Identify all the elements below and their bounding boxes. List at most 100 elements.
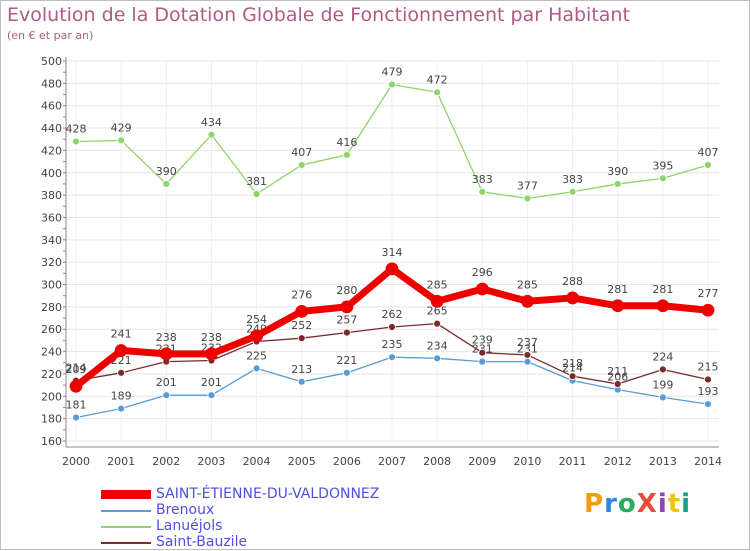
x-tick-label: 2013: [649, 455, 677, 468]
data-point: [297, 334, 306, 343]
data-label: 189: [111, 390, 132, 403]
legend-label: Saint-Bauzile: [156, 534, 248, 550]
data-label: 254: [246, 313, 267, 326]
data-point: [252, 364, 261, 373]
x-tick-label: 2001: [107, 455, 135, 468]
y-tick-label: 320: [41, 256, 62, 269]
logo-letter: i: [657, 489, 668, 519]
x-tick-label: 2011: [559, 455, 587, 468]
data-label: 314: [382, 246, 403, 259]
data-point: [613, 380, 622, 388]
x-tick-label: 2014: [694, 455, 722, 468]
data-label: 265: [427, 305, 448, 318]
data-point: [388, 323, 396, 331]
y-tick-label: 420: [41, 144, 62, 157]
data-point: [523, 194, 532, 203]
data-label: 281: [607, 283, 628, 296]
y-tick-label: 160: [41, 435, 62, 448]
x-tick-label: 2009: [468, 455, 496, 468]
data-point: [611, 299, 625, 313]
data-label: 377: [517, 179, 538, 192]
data-label: 206: [607, 371, 628, 384]
data-label: 416: [336, 136, 357, 149]
data-point: [704, 400, 712, 409]
data-label: 276: [291, 288, 312, 301]
data-label: 262: [382, 308, 403, 321]
logo-letter: P: [584, 489, 605, 519]
proxiti-logo: ProXiti: [584, 489, 691, 519]
data-point: [704, 375, 712, 384]
legend-label: Lanuéjols: [156, 518, 223, 534]
data-label: 181: [66, 399, 87, 412]
data-label: 239: [472, 334, 493, 347]
chart-subtitle: (en € et par an): [7, 29, 94, 42]
logo-letter: X: [636, 489, 658, 519]
data-point: [701, 303, 715, 317]
data-point: [117, 368, 126, 377]
data-point: [478, 357, 487, 366]
y-tick-label: 340: [41, 234, 62, 247]
data-point: [117, 136, 126, 145]
x-tick-label: 2010: [513, 455, 541, 468]
data-point: [433, 319, 442, 328]
data-point: [297, 377, 306, 386]
data-label: 479: [382, 65, 403, 78]
data-point: [207, 130, 216, 139]
legend-swatch: [101, 490, 151, 499]
data-point: [658, 174, 667, 183]
data-point: [207, 391, 216, 400]
data-point: [656, 299, 670, 313]
data-label: 296: [472, 266, 493, 279]
y-tick-label: 240: [41, 346, 62, 359]
x-tick-label: 2006: [333, 455, 361, 468]
data-point: [69, 379, 83, 393]
y-tick-label: 380: [41, 189, 62, 202]
data-label: 225: [246, 349, 267, 362]
data-point: [523, 351, 532, 359]
y-tick-label: 460: [41, 100, 62, 113]
data-label: 281: [652, 283, 673, 296]
data-label: 211: [607, 365, 628, 378]
data-point: [568, 187, 577, 196]
data-point: [162, 180, 171, 188]
data-label: 390: [156, 165, 177, 178]
x-tick-label: 2000: [62, 455, 90, 468]
legend-swatch: [101, 510, 151, 512]
y-tick-label: 260: [41, 323, 62, 336]
y-tick-label: 440: [41, 122, 62, 135]
data-point: [521, 294, 534, 308]
data-point: [568, 372, 577, 381]
x-tick-label: 2012: [604, 455, 632, 468]
legend-swatch: [101, 542, 151, 544]
data-label: 277: [698, 287, 719, 300]
data-label: 238: [201, 331, 222, 344]
data-point: [114, 344, 128, 357]
data-label: 201: [201, 376, 222, 389]
data-point: [159, 347, 173, 361]
data-point: [72, 137, 80, 146]
data-point: [295, 304, 309, 318]
y-tick-label: 300: [41, 279, 62, 292]
data-point: [205, 347, 218, 361]
data-point: [342, 368, 351, 377]
x-tick-label: 2002: [152, 455, 180, 468]
data-label: 214: [66, 362, 87, 375]
chart-title: Evolution de la Dotation Globale de Fonc…: [7, 4, 630, 26]
data-label: 407: [698, 146, 719, 159]
data-label: 231: [517, 343, 538, 356]
data-label: 285: [517, 278, 538, 291]
data-label: 215: [698, 361, 719, 374]
data-point: [162, 391, 171, 400]
data-point: [297, 161, 306, 169]
data-point: [613, 180, 622, 188]
data-label: 429: [111, 121, 132, 134]
data-point: [478, 348, 487, 357]
data-label: 252: [291, 319, 312, 332]
data-label: 234: [427, 339, 448, 352]
data-point: [478, 187, 487, 196]
x-tick-label: 2005: [288, 455, 316, 468]
data-label: 213: [291, 363, 312, 376]
x-tick-label: 2007: [378, 455, 406, 468]
x-tick-label: 2003: [197, 455, 225, 468]
